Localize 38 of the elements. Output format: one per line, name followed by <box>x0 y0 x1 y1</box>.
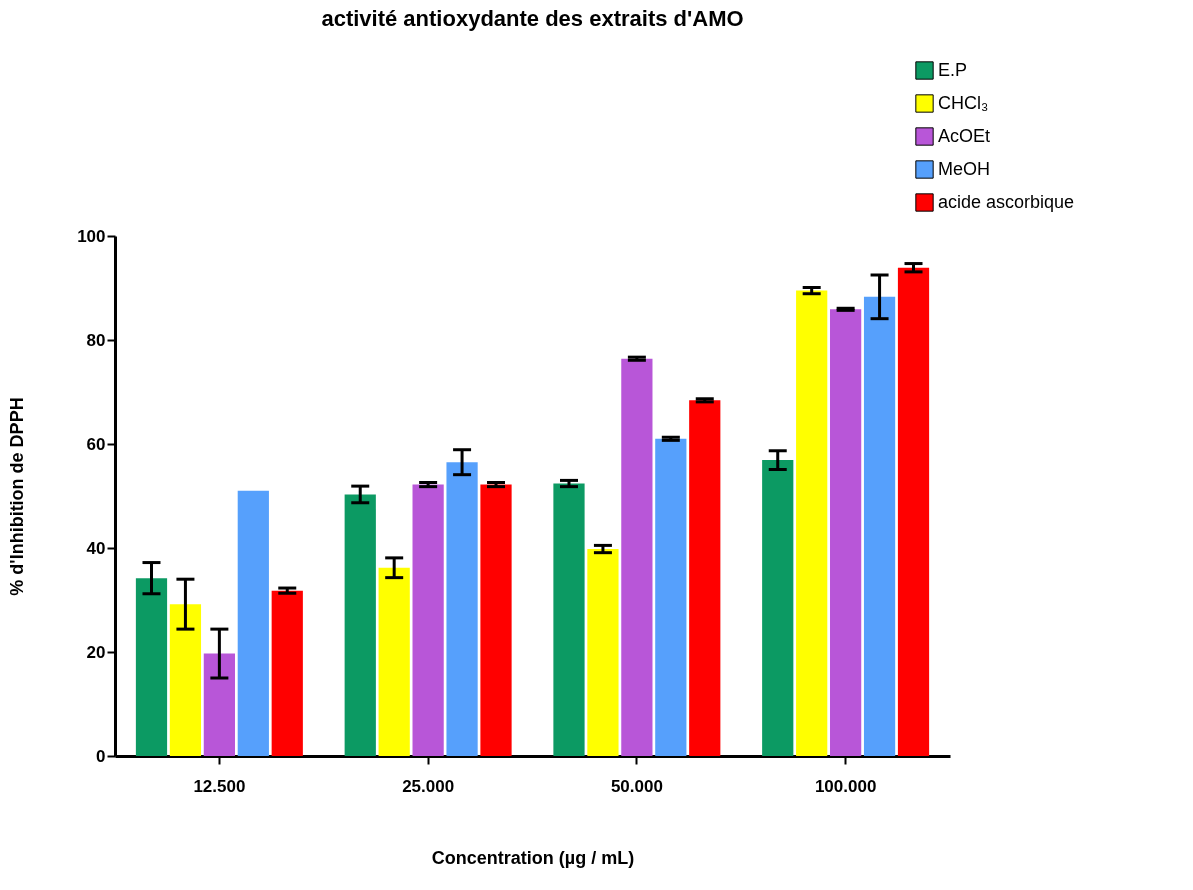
bar <box>344 494 376 756</box>
y-tick-label: 40 <box>86 538 106 558</box>
bar <box>621 358 653 756</box>
x-tick-label: 50.000 <box>610 776 663 796</box>
bar <box>237 490 269 756</box>
y-tick-label: 60 <box>86 434 106 454</box>
bar <box>762 460 794 756</box>
bar <box>655 438 687 756</box>
bar <box>378 567 410 756</box>
y-tick-label: 20 <box>86 642 106 662</box>
y-tick-label: 80 <box>86 330 106 350</box>
y-tick-label: 100 <box>77 226 106 246</box>
x-tick-label: 100.000 <box>814 776 877 796</box>
y-tick-label: 0 <box>96 746 106 766</box>
bar <box>169 604 202 756</box>
bar <box>689 400 721 756</box>
x-axis-title: Concentration (µg / mL) <box>431 847 635 868</box>
y-axis-title: % d'Inhibition de DPPH <box>7 397 28 596</box>
bar <box>897 267 930 756</box>
legend-label: AcOEt <box>938 125 991 146</box>
x-tick-label: 12.500 <box>193 776 246 796</box>
legend-label: CHCl₃ <box>938 92 989 113</box>
bar <box>412 484 444 756</box>
bar <box>480 484 512 756</box>
bar <box>271 590 303 756</box>
bar <box>135 578 168 756</box>
bar <box>203 653 235 756</box>
legend-label: MeOH <box>938 158 991 179</box>
bar <box>553 483 585 756</box>
legend-label: acide ascorbique <box>938 191 1075 212</box>
bar <box>796 290 828 756</box>
legend-label: E.P <box>938 59 968 80</box>
x-tick-label: 25.000 <box>402 776 455 796</box>
chart-title: activité antioxydante des extraits d'AMO <box>321 6 744 31</box>
bar <box>587 549 619 756</box>
bar <box>446 462 478 756</box>
bar <box>863 296 896 756</box>
bar <box>830 309 862 756</box>
